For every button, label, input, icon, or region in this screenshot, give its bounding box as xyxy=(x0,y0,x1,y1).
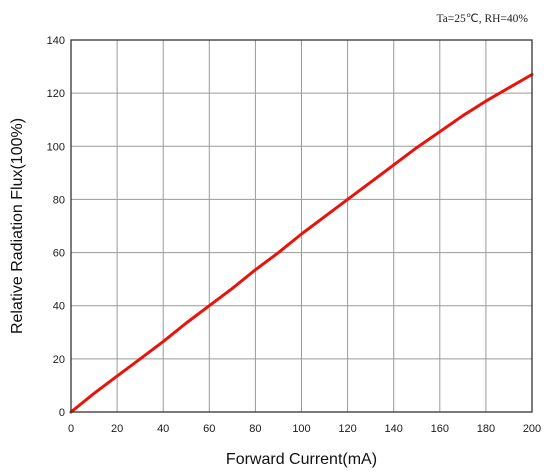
test-conditions-annotation: Ta=25℃, RH=40% xyxy=(436,13,528,25)
x-tick-label: 20 xyxy=(111,423,123,435)
y-tick-labels: 0 20 40 60 80 100 120 140 xyxy=(47,35,65,419)
y-tick-label: 20 xyxy=(53,354,65,366)
grid-lines xyxy=(71,40,532,412)
x-tick-label: 100 xyxy=(292,423,310,435)
y-tick-label: 140 xyxy=(47,35,65,47)
x-tick-label: 160 xyxy=(431,423,449,435)
y-tick-label: 100 xyxy=(47,141,65,153)
plot-frame xyxy=(70,39,533,413)
x-tick-label: 0 xyxy=(68,423,74,435)
x-tick-label: 60 xyxy=(203,423,215,435)
series-layer xyxy=(69,73,534,414)
x-tick-labels: 0 20 40 60 80 100 120 140 160 180 200 xyxy=(68,423,541,435)
y-tick-label: 0 xyxy=(59,407,65,419)
x-tick-label: 140 xyxy=(385,423,403,435)
x-axis-title: Forward Current(mA) xyxy=(226,451,377,468)
x-tick-label: 200 xyxy=(523,423,541,435)
y-axis-title: Relative Radiation Flux(100%) xyxy=(9,118,26,334)
x-tick-label: 80 xyxy=(249,423,261,435)
x-tick-label: 180 xyxy=(477,423,495,435)
x-tick-label: 40 xyxy=(157,423,169,435)
x-tick-label: 120 xyxy=(338,423,356,435)
y-tick-label: 80 xyxy=(53,194,65,206)
y-tick-label: 120 xyxy=(47,88,65,100)
series-line-0 xyxy=(69,73,534,414)
y-tick-label: 60 xyxy=(53,248,65,260)
y-tick-label: 40 xyxy=(53,301,65,313)
